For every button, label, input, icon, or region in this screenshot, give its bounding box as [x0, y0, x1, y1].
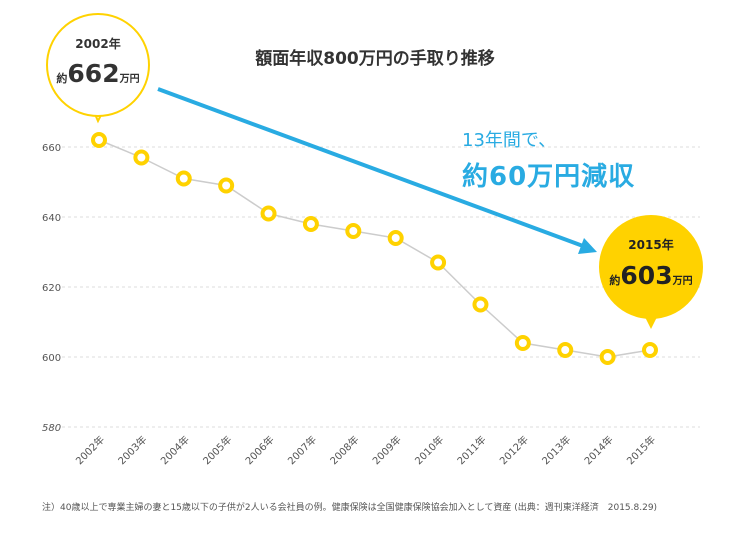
x-tick-label: 2005年 [200, 433, 234, 467]
data-point [345, 223, 362, 239]
svg-text:約603万円: 約603万円 [609, 261, 692, 290]
data-point [302, 216, 319, 232]
bubble-end-unit: 万円 [672, 275, 693, 287]
svg-text:約662万円: 約662万円 [56, 59, 139, 88]
trend-arrow-head [578, 238, 597, 254]
x-tick-label: 2004年 [158, 433, 192, 467]
trend-arrow [157, 87, 584, 248]
y-tick-label: 580 [42, 423, 61, 434]
data-point [260, 205, 277, 222]
y-tick-label: 600 [42, 353, 61, 364]
data-point [218, 177, 235, 194]
footnote: 注）40歳以上で専業主婦の妻と15歳以下の子供が2人いる会社員の例。健康保険は全… [42, 503, 658, 513]
callout-line1: 13年間で、 [462, 130, 557, 151]
chart-title: 額面年収800万円の手取り推移 [255, 49, 495, 69]
x-tick-label: 2008年 [327, 433, 361, 467]
x-tick-label: 2012年 [497, 433, 531, 467]
data-point [430, 254, 447, 271]
data-point [514, 335, 531, 351]
data-point [133, 149, 150, 166]
bubble-start-value: 662 [67, 59, 119, 88]
bubble-start: 2002年 約662万円 [46, 13, 150, 124]
decrease-callout: 13年間で、 約60万円減収 [462, 126, 635, 193]
bubble-end-year: 2015年 [628, 237, 673, 252]
x-tick-label: 2003年 [115, 433, 149, 467]
data-point [387, 230, 404, 246]
x-tick-label: 2002年 [73, 433, 107, 467]
x-tick-label: 2009年 [370, 433, 404, 467]
data-point [175, 170, 192, 187]
x-tick-label: 2011年 [454, 433, 488, 467]
x-tick-label: 2014年 [581, 433, 615, 467]
y-tick-label: 620 [42, 283, 61, 294]
x-tick-label: 2015年 [624, 433, 658, 467]
data-point [557, 342, 574, 358]
x-tick-label: 2010年 [412, 433, 446, 467]
y-tick-label: 660 [42, 143, 61, 154]
data-point [472, 296, 489, 313]
bubble-start-prefix: 約 [56, 71, 67, 85]
bubble-end-value: 603 [620, 261, 672, 290]
bubble-start-unit: 万円 [119, 73, 140, 85]
x-tick-label: 2013年 [539, 433, 573, 467]
bubble-start-year: 2002年 [75, 36, 120, 51]
bubble-end: 2015年 約603万円 [599, 215, 703, 329]
y-tick-label: 640 [42, 213, 61, 224]
callout-line2: 約60万円減収 [462, 162, 636, 192]
data-point [599, 349, 616, 365]
data-point [91, 132, 107, 148]
x-tick-label: 2007年 [285, 433, 319, 467]
data-point [642, 342, 658, 358]
x-tick-label: 2006年 [242, 433, 276, 467]
bubble-end-prefix: 約 [609, 273, 620, 287]
